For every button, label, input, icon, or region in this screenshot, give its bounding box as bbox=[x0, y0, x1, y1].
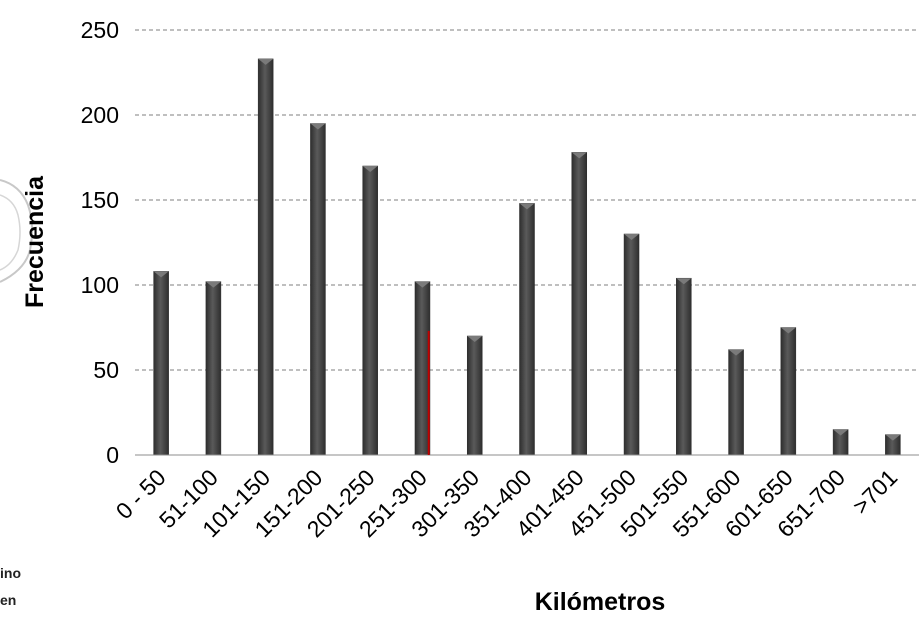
y-tick-label: 250 bbox=[81, 17, 119, 43]
bar bbox=[519, 203, 535, 456]
bar bbox=[676, 277, 692, 456]
bar-cap bbox=[310, 123, 326, 130]
y-tick-label: 50 bbox=[93, 357, 119, 383]
x-tick-label: >701 bbox=[847, 464, 902, 519]
bars bbox=[153, 58, 901, 456]
bar-cap bbox=[414, 281, 430, 288]
bar bbox=[466, 335, 483, 456]
y-tick-label: 100 bbox=[81, 272, 119, 298]
bar bbox=[780, 327, 797, 456]
left-fragment-line2: en bbox=[0, 592, 16, 608]
bar-cap bbox=[780, 327, 796, 334]
bar bbox=[623, 233, 640, 456]
y-axis-ticks: 0 50 100 150 200 250 bbox=[81, 17, 119, 468]
seal-watermark-icon bbox=[0, 179, 34, 283]
bar-cap bbox=[362, 166, 378, 172]
x-axis-title: Kilómetros bbox=[535, 588, 666, 616]
bar-cap bbox=[833, 429, 849, 436]
bar bbox=[153, 271, 169, 456]
bar bbox=[571, 152, 588, 456]
bar-cap bbox=[258, 58, 274, 65]
bar bbox=[362, 165, 378, 456]
bar-cap bbox=[571, 152, 587, 159]
y-tick-label: 0 bbox=[106, 442, 119, 468]
y-axis-title: Frecuencia bbox=[21, 175, 49, 308]
bar-cap bbox=[467, 336, 483, 342]
bar-cap bbox=[728, 349, 744, 356]
bar bbox=[414, 281, 431, 456]
y-tick-label: 200 bbox=[81, 102, 119, 128]
bar-cap bbox=[153, 271, 169, 278]
bar-cap bbox=[624, 234, 640, 240]
left-fragment-line1: ino bbox=[0, 565, 21, 581]
bar-cap bbox=[519, 203, 535, 210]
bar-cap bbox=[885, 434, 901, 441]
x-axis-ticks: 0 - 5051-100101-150151-200201-250251-300… bbox=[111, 464, 903, 542]
bar bbox=[205, 281, 222, 456]
bar-cap bbox=[676, 278, 692, 285]
y-tick-label: 150 bbox=[81, 187, 119, 213]
bar bbox=[257, 58, 274, 456]
bar-cap bbox=[205, 281, 221, 288]
bar bbox=[310, 123, 326, 456]
bar bbox=[728, 349, 744, 456]
